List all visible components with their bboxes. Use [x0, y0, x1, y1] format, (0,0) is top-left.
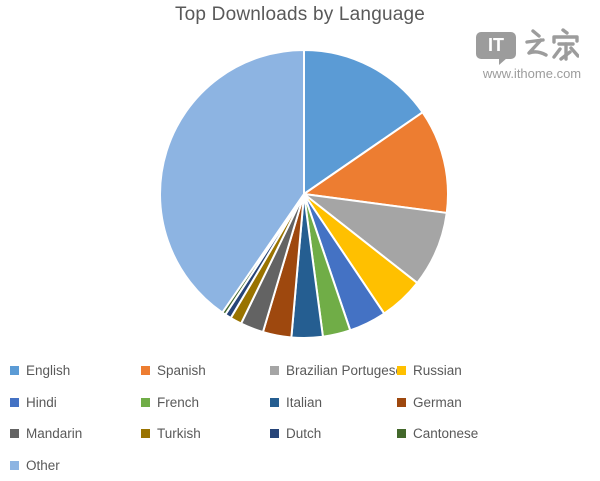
legend-item-italian: Italian [270, 395, 397, 410]
legend-label: Other [26, 457, 60, 473]
legend-item-mandarin: Mandarin [10, 426, 141, 441]
legend-item-french: French [141, 395, 270, 410]
legend-item-hindi: Hindi [10, 395, 141, 410]
legend-swatch [10, 460, 19, 470]
legend-label: Hindi [26, 394, 57, 410]
ithome-logo: IT [476, 28, 588, 65]
legend-item-turkish: Turkish [141, 426, 270, 441]
pie-slice-spanish [303, 111, 449, 214]
legend-swatch [141, 366, 150, 376]
legend-item-russian: Russian [397, 363, 596, 378]
legend-label: Russian [413, 363, 462, 379]
legend-swatch [270, 429, 279, 439]
legend-item-spanish: Spanish [141, 363, 270, 378]
legend-label: English [26, 363, 71, 379]
legend-swatch [270, 366, 279, 376]
legend-label: Brazilian Portugese [286, 363, 397, 379]
legend-swatch [10, 429, 19, 439]
legend-swatch [10, 366, 19, 376]
ithome-watermark: IT www.ithome.com [476, 28, 588, 81]
legend-label: Turkish [157, 426, 201, 442]
legend: English Spanish Brazilian Portugese Russian… [10, 355, 596, 481]
legend-item-other: Other [10, 458, 141, 473]
chart-title: Top Downloads by Language [174, 4, 426, 25]
pie-slice-english [303, 49, 424, 195]
legend-swatch [10, 397, 19, 407]
legend-label: German [413, 394, 462, 410]
legend-item-cantonese: Cantonese [397, 426, 596, 441]
legend-item-german: German [397, 395, 596, 410]
legend-swatch [141, 397, 150, 407]
ithome-logo-icon: IT [476, 31, 516, 65]
ithome-cjk-glyphs-icon [525, 28, 579, 61]
legend-swatch [397, 429, 406, 439]
legend-item-english: English [10, 363, 141, 378]
legend-label: Italian [286, 394, 323, 410]
watermark-url: www.ithome.com [482, 66, 582, 81]
legend-swatch [397, 366, 406, 376]
legend-label: French [157, 394, 200, 410]
legend-item-brazilian-portugese: Brazilian Portugese [270, 363, 397, 378]
legend-label: Spanish [157, 363, 206, 379]
pie-slice-other [159, 49, 305, 314]
legend-swatch [141, 429, 150, 439]
legend-item-dutch: Dutch [270, 426, 397, 441]
legend-label: Dutch [286, 426, 322, 442]
legend-swatch [397, 397, 406, 407]
legend-label: Cantonese [413, 426, 479, 442]
legend-label: Mandarin [26, 426, 83, 442]
legend-swatch [270, 397, 279, 407]
